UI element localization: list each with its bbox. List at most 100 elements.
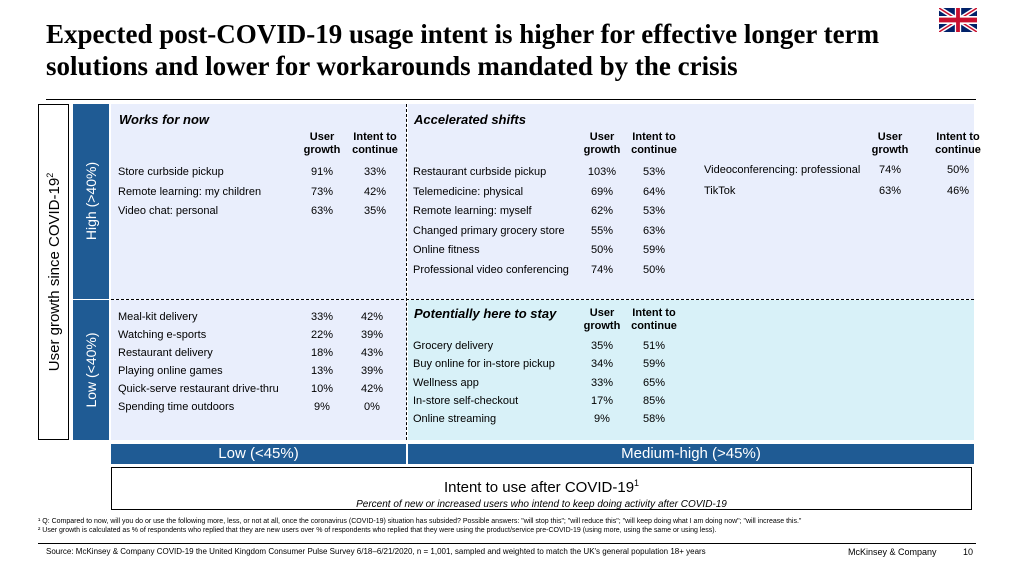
activity-label: Professional video conferencing (413, 263, 569, 276)
y-band-high (73, 104, 109, 299)
intent-to-continue-value: 85% (642, 394, 666, 407)
intent-to-continue-value: 42% (363, 185, 387, 198)
quadrant-divider-vertical (406, 104, 407, 440)
table-row: Changed primary grocery store 55% 63% (413, 224, 674, 238)
table-row: Restaurant delivery 18% 43% (118, 346, 392, 360)
y-axis-box (38, 104, 69, 440)
quadrant-works-for-now (111, 104, 406, 299)
quadrant-title: Potentially here to stay (414, 306, 557, 321)
intent-to-continue-value: 59% (642, 244, 666, 256)
activity-label: Online fitness (413, 244, 480, 256)
column-header-user-growth: User growth (583, 307, 621, 332)
table-row: Video chat: personal 63% 35% (118, 204, 395, 218)
table-row: Meal-kit delivery 33% 42% (118, 310, 392, 324)
activity-label: Online streaming (413, 413, 497, 426)
intent-to-continue-value: 35% (363, 205, 387, 217)
y-band-low-label: Low (<40%) (83, 332, 99, 408)
table-row: Remote learning: myself 62% 53% (413, 204, 674, 218)
activity-label: Buy online for in-store pickup (413, 358, 555, 371)
activity-label: Restaurant delivery (118, 347, 213, 359)
table-row: Buy online for in-store pickup 34% 59% (413, 357, 674, 371)
footnote-2: ² User growth is calculated as % of resp… (38, 527, 717, 534)
quadrant-accelerated-shifts (408, 104, 974, 299)
user-growth-value: 91% (310, 166, 334, 178)
activity-label: In-store self-checkout (413, 394, 519, 407)
column-header-user-growth: User growth (871, 131, 909, 156)
activity-label: Changed primary grocery store (413, 224, 565, 237)
column-header-intent-to-continue: Intent to continue (352, 131, 398, 156)
intent-to-continue-value: 65% (642, 376, 666, 389)
x-axis-title: Intent to use after COVID-191 (443, 478, 640, 496)
table-row: Online streaming 9% 58% (413, 412, 674, 426)
user-growth-value: 63% (310, 205, 334, 217)
user-growth-value: 10% (310, 383, 334, 395)
table-row: Restaurant curbside pickup 103% 53% (413, 165, 674, 179)
activity-label: Remote learning: my children (118, 185, 262, 198)
table-row: Telemedicine: physical 69% 64% (413, 185, 674, 199)
x-axis-subtitle: Percent of new or increased users who in… (356, 499, 727, 510)
source-note: Source: McKinsey & Company COVID-19 the … (46, 547, 706, 556)
table-row: Watching e-sports 22% 39% (118, 328, 392, 342)
activity-label: Quick-serve restaurant drive-thru (118, 383, 279, 395)
intent-to-continue-value: 0% (364, 401, 380, 413)
column-header-intent-to-continue: Intent to continue (631, 307, 677, 332)
activity-label: Meal-kit delivery (118, 311, 198, 323)
user-growth-value: 50% (590, 244, 614, 256)
table-row: Videoconferencing: professional 74% 50% (704, 163, 978, 177)
activity-label: Watching e-sports (118, 329, 207, 341)
quadrant-title: Accelerated shifts (414, 112, 526, 127)
table-row: Quick-serve restaurant drive-thru 10% 42% (118, 382, 392, 396)
title-divider (46, 99, 976, 100)
y-band-high-label: High (>40%) (83, 161, 99, 241)
page-number: 10 (963, 547, 974, 557)
intent-to-continue-value: 53% (642, 205, 666, 217)
united-kingdom-flag-icon (939, 8, 977, 32)
quadrant-low-low (111, 300, 406, 440)
table-row: Spending time outdoors 9% 0% (118, 400, 392, 414)
table-row: Remote learning: my children 73% 42% (118, 185, 395, 199)
table-row: Wellness app 33% 65% (413, 376, 674, 390)
brand-name: McKinsey & Company (848, 547, 937, 557)
activity-label: Telemedicine: physical (413, 185, 524, 198)
intent-to-continue-value: 42% (360, 383, 384, 395)
user-growth-value: 73% (310, 185, 334, 198)
user-growth-value: 103% (587, 166, 617, 178)
user-growth-value: 63% (878, 185, 902, 197)
user-growth-value: 62% (590, 205, 614, 217)
intent-to-continue-value: 33% (363, 166, 387, 178)
intent-to-continue-value: 50% (946, 164, 970, 176)
user-growth-value: 74% (590, 263, 614, 276)
footer-divider (38, 543, 976, 544)
user-growth-value: 55% (590, 224, 614, 237)
x-band-high: Medium-high (>45%) (408, 444, 974, 464)
activity-label: Playing online games (118, 365, 223, 377)
intent-to-continue-value: 46% (946, 185, 970, 197)
user-growth-value: 22% (310, 329, 334, 341)
user-growth-value: 9% (314, 401, 330, 413)
intent-to-continue-value: 58% (642, 413, 666, 426)
activity-label: TikTok (704, 185, 736, 197)
activity-label: Spending time outdoors (118, 401, 235, 413)
quadrant-potentially-here-to-stay (408, 300, 974, 440)
activity-label: Video chat: personal (118, 205, 219, 217)
intent-to-continue-value: 53% (642, 166, 666, 178)
intent-to-continue-value: 43% (360, 347, 384, 359)
table-row: TikTok 63% 46% (704, 184, 978, 198)
column-header-user-growth: User growth (303, 131, 341, 156)
y-axis-label: User growth since COVID-192 (45, 172, 63, 372)
user-growth-value: 18% (310, 347, 334, 359)
user-growth-value: 17% (590, 394, 614, 407)
activity-label: Store curbside pickup (118, 166, 224, 178)
intent-to-continue-value: 39% (360, 329, 384, 341)
x-axis-box: Intent to use after COVID-191 Percent of… (111, 467, 972, 510)
intent-to-continue-value: 51% (642, 340, 666, 352)
user-growth-value: 74% (878, 164, 902, 176)
activity-label: Grocery delivery (413, 340, 494, 352)
intent-to-continue-value: 63% (642, 224, 666, 237)
table-row: In-store self-checkout 17% 85% (413, 394, 674, 408)
user-growth-value: 69% (590, 185, 614, 198)
column-header-intent-to-continue: Intent to continue (631, 131, 677, 156)
table-row: Playing online games 13% 39% (118, 364, 392, 378)
user-growth-value: 13% (310, 365, 334, 377)
user-growth-value: 9% (594, 413, 610, 426)
